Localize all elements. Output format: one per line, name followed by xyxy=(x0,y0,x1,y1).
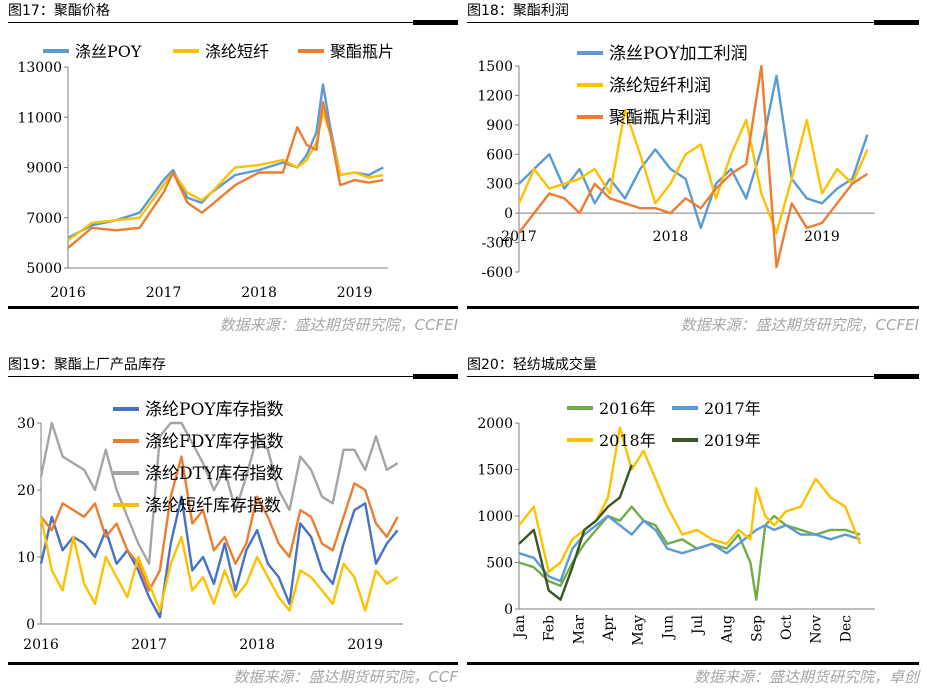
x-tick-label: 2017 xyxy=(131,637,167,653)
series-line xyxy=(39,516,399,612)
x-tick-label: 2019 xyxy=(337,285,373,301)
y-tick-label: 9000 xyxy=(26,161,62,177)
x-tick-label: 2018 xyxy=(241,285,277,301)
legend-label: 聚酯瓶片 xyxy=(330,42,394,61)
source-note: 数据来源：盛达期货研究院，CCF xyxy=(233,668,458,686)
series-line xyxy=(518,426,862,574)
y-tick-label: 0 xyxy=(26,617,35,633)
y-tick-label: 300 xyxy=(486,177,513,193)
x-tick-label: Jul xyxy=(690,614,706,636)
x-tick-label: Feb xyxy=(542,615,558,641)
y-tick-label: 20 xyxy=(17,483,35,499)
y-tick-label: 1000 xyxy=(477,509,513,525)
y-tick-label: 7000 xyxy=(26,211,62,227)
bottom-rule xyxy=(8,662,458,665)
title-rule xyxy=(467,376,874,377)
series-line xyxy=(39,495,399,619)
x-tick-label: May xyxy=(631,615,647,646)
x-tick-label: Aug xyxy=(720,615,736,644)
y-tick-label: 2000 xyxy=(477,416,513,432)
x-tick-label: 2017 xyxy=(501,229,537,245)
panel-price: 图17：聚酯价格 5000 7000 9000 11000 13000 2016 2017 2… xyxy=(8,0,458,340)
series-line xyxy=(39,421,399,565)
y-tick-label: 5000 xyxy=(26,261,62,277)
legend-label: 涤纶短纤利润 xyxy=(609,76,711,96)
legend-label: 涤纶POY库存指数 xyxy=(145,400,284,420)
title-rule-cap xyxy=(874,374,919,379)
chart-inventory-index: 0 10 20 30 2016 2017 2018 2019 涤纶POY库存指数涤纶FDY库存指… xyxy=(17,400,403,653)
legend-label: 2019年 xyxy=(704,431,761,450)
x-tick-label: 2016 xyxy=(50,285,86,301)
series-line xyxy=(518,64,869,269)
x-tick-label: 2019 xyxy=(347,637,383,653)
source-note: 数据来源：盛达期货研究院，CCFEI xyxy=(219,316,458,334)
y-tick-label: 13000 xyxy=(17,60,62,76)
panel-title: 图20：轻纺城成交量 xyxy=(467,357,597,373)
x-tick-label: Nov xyxy=(809,615,825,644)
x-tick-label: Jan xyxy=(512,615,528,640)
legend-label: 涤丝POY加工利润 xyxy=(609,44,748,64)
y-tick-label: 0 xyxy=(504,602,513,618)
x-tick-label: Apr xyxy=(601,615,617,642)
x-tick-label: Sep xyxy=(749,615,765,642)
source-note: 数据来源：盛达期货研究院，CCFEI xyxy=(680,316,919,334)
x-tick-label: 2018 xyxy=(653,229,689,245)
bottom-rule xyxy=(467,662,919,665)
x-tick-label: 2016 xyxy=(23,637,59,653)
y-tick-label: 500 xyxy=(486,556,513,572)
x-tick-label: 2017 xyxy=(146,285,182,301)
y-tick-label: 1200 xyxy=(477,88,513,104)
chart-textile-city-volume: 0 500 1000 1500 2000 Jan Feb Mar Apr May Jun Jul Aug… xyxy=(477,399,875,646)
x-tick-label: 2018 xyxy=(239,637,275,653)
y-tick-label: 10 xyxy=(17,550,35,566)
title-rule-cap xyxy=(413,20,458,25)
title-rule-cap xyxy=(413,374,458,379)
x-tick-label: Jun xyxy=(660,615,676,641)
title-rule-cap xyxy=(874,20,919,25)
series-line xyxy=(518,505,861,601)
title-rule xyxy=(8,376,413,377)
legend-label: 2017年 xyxy=(704,399,761,418)
legend-label: 涤纶DTY库存指数 xyxy=(145,464,283,484)
series-line xyxy=(518,464,633,601)
series-line xyxy=(517,108,869,235)
legend-label: 2018年 xyxy=(599,431,656,450)
y-tick-label: 11000 xyxy=(17,110,62,126)
legend-label: 聚酯瓶片利润 xyxy=(609,108,711,128)
legend-label: 2016年 xyxy=(599,399,656,418)
series-line xyxy=(518,514,861,583)
y-tick-label: 600 xyxy=(486,147,513,163)
y-tick-label: 0 xyxy=(504,206,513,222)
panel-title: 图17：聚酯价格 xyxy=(8,3,110,19)
legend-label: 涤纶短纤库存指数 xyxy=(145,496,281,516)
x-tick-label: Dec xyxy=(838,615,854,643)
x-tick-label: Oct xyxy=(779,615,795,640)
y-tick-label: 1500 xyxy=(477,463,513,479)
panel-inventory: 图19：聚酯上厂产品库存 0 10 20 30 2016 2017 2018 2019 涤纶PO… xyxy=(8,354,458,694)
series-line xyxy=(67,110,384,242)
bottom-rule xyxy=(467,306,919,309)
chart-polyester-price: 5000 7000 9000 11000 13000 2016 2017 2018 2019 涤丝… xyxy=(17,42,394,301)
y-tick-label: 1500 xyxy=(477,59,513,75)
source-note: 数据来源：盛达期货研究院，卓创 xyxy=(693,668,919,686)
bottom-rule xyxy=(8,306,458,309)
y-tick-label: -300 xyxy=(482,236,513,252)
series-line xyxy=(40,455,399,592)
title-rule xyxy=(8,22,413,23)
panel-title: 图18：聚酯利润 xyxy=(467,3,569,19)
title-rule xyxy=(467,22,874,23)
legend-label: 涤纶短纤 xyxy=(205,42,269,61)
panel-trading-volume: 图20：轻纺城成交量 0 500 1000 1500 2000 Jan Feb Mar Apr M… xyxy=(467,354,919,694)
legend-label: 涤纶FDY库存指数 xyxy=(145,432,284,452)
y-tick-label: 30 xyxy=(17,416,35,432)
x-tick-label: Mar xyxy=(571,615,587,645)
legend-label: 涤丝POY xyxy=(75,42,142,61)
x-tick-label: 2019 xyxy=(804,229,840,245)
y-tick-label: 900 xyxy=(486,118,513,134)
panel-profit: 图18：聚酯利润 -600 -300 0 300 600 900 1200 1500 2017 2… xyxy=(467,0,919,340)
y-tick-label: -600 xyxy=(482,265,513,281)
chart-polyester-profit: -600 -300 0 300 600 900 1200 1500 2017 2018 2019 涤丝… xyxy=(477,44,875,281)
panel-title: 图19：聚酯上厂产品库存 xyxy=(8,357,166,373)
series-line xyxy=(67,100,384,249)
